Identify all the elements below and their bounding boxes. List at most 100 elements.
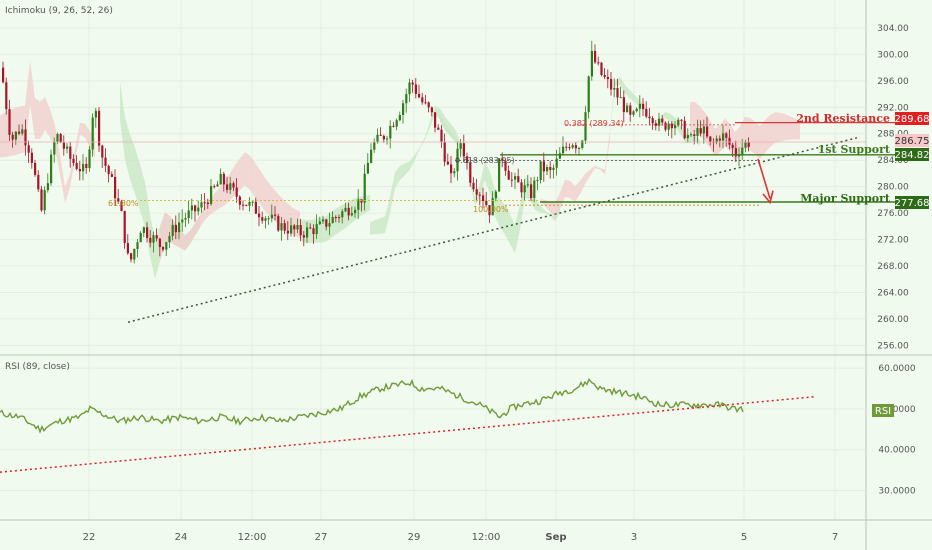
candle-body bbox=[574, 145, 577, 149]
candle-body bbox=[200, 202, 203, 208]
candle-body bbox=[619, 97, 622, 99]
candle-body bbox=[331, 217, 334, 224]
candle-body bbox=[325, 219, 328, 227]
candle-body bbox=[328, 223, 331, 227]
candle-body bbox=[267, 218, 270, 220]
candle-body bbox=[709, 136, 712, 142]
time-tick-label: 24 bbox=[175, 532, 188, 543]
candle-body bbox=[718, 138, 721, 141]
cloud-segment bbox=[160, 151, 300, 262]
candle-body bbox=[414, 84, 417, 94]
candle-body bbox=[50, 154, 53, 184]
candle-body bbox=[293, 225, 296, 230]
candle-body bbox=[494, 191, 497, 199]
price-tick-label: 256.00 bbox=[877, 341, 909, 351]
candle-body bbox=[290, 225, 293, 234]
candle-body bbox=[315, 224, 318, 235]
candle-body bbox=[117, 198, 120, 202]
candle-body bbox=[466, 156, 469, 163]
candle-body bbox=[238, 196, 241, 205]
candle-body bbox=[277, 215, 280, 231]
candle-body bbox=[283, 223, 286, 231]
candle-body bbox=[571, 145, 574, 148]
rsi-tick-label: 40.0000 bbox=[878, 446, 915, 456]
candle-body bbox=[482, 195, 485, 202]
candle-body bbox=[462, 143, 465, 157]
candle-body bbox=[690, 134, 693, 136]
cloud-segment bbox=[690, 101, 800, 161]
candle-body bbox=[722, 133, 725, 141]
candle-body bbox=[251, 201, 254, 203]
candle-body bbox=[242, 204, 245, 206]
candle-body bbox=[459, 143, 462, 149]
candle-body bbox=[654, 123, 657, 126]
candlestick-series bbox=[2, 40, 750, 264]
candle-body bbox=[616, 88, 619, 98]
candle-body bbox=[18, 131, 21, 134]
candle-body bbox=[94, 110, 97, 118]
candle-body bbox=[357, 199, 360, 210]
resistance2-price-tag bbox=[895, 112, 929, 125]
rsi-label[interactable]: RSI (89, close) bbox=[5, 362, 70, 372]
ichimoku-label[interactable]: Ichimoku (9, 26, 52, 26) bbox=[5, 6, 113, 16]
candle-body bbox=[174, 224, 177, 233]
candle-body bbox=[565, 146, 568, 148]
candle-body bbox=[149, 237, 152, 243]
candle-body bbox=[270, 214, 273, 219]
rsi-axis[interactable]: 60.0000 50.0000 40.0000 30.0000 bbox=[878, 364, 915, 496]
time-tick-label: 27 bbox=[315, 532, 328, 543]
candle-body bbox=[24, 129, 27, 146]
candle-body bbox=[395, 120, 398, 127]
candle-body bbox=[165, 242, 168, 250]
resistance2-price: 289.68 bbox=[895, 114, 930, 125]
major-support-price-tag bbox=[895, 196, 929, 209]
candle-body bbox=[155, 235, 158, 239]
time-axis[interactable]: 22 24 12:00 27 29 12:00 Sep 3 5 7 bbox=[83, 532, 839, 543]
price-tick-label: 304.00 bbox=[877, 24, 909, 34]
candle-body bbox=[142, 227, 145, 233]
candle-body bbox=[386, 138, 389, 140]
candle-body bbox=[43, 190, 46, 211]
candle-body bbox=[530, 184, 533, 198]
candle-body bbox=[194, 205, 197, 212]
candle-body bbox=[488, 205, 491, 216]
candle-body bbox=[376, 134, 379, 143]
candle-body bbox=[322, 219, 325, 222]
candle-body bbox=[472, 182, 475, 190]
rsi-trendline bbox=[0, 395, 816, 473]
time-tick-label: Sep bbox=[545, 532, 566, 543]
current-price: 286.75 bbox=[895, 136, 930, 147]
candle-body bbox=[731, 144, 734, 149]
candle-body bbox=[424, 102, 427, 104]
candle-body bbox=[171, 224, 174, 236]
candle-body bbox=[146, 227, 149, 238]
candle-body bbox=[632, 111, 635, 115]
candle-body bbox=[507, 170, 510, 180]
candle-body bbox=[434, 112, 437, 128]
candle-body bbox=[75, 163, 78, 169]
candle-body bbox=[747, 142, 750, 148]
candle-body bbox=[363, 173, 366, 203]
candle-body bbox=[133, 248, 136, 260]
price-axis[interactable]: 304.00 300.00 296.00 292.00 288.00 284.00 280.… bbox=[877, 24, 909, 351]
candle-body bbox=[350, 213, 353, 216]
rsi-tag-text: RSI bbox=[875, 406, 891, 417]
candle-body bbox=[603, 74, 606, 77]
candle-body bbox=[98, 110, 101, 146]
candle-body bbox=[56, 133, 59, 142]
candle-body bbox=[542, 161, 545, 172]
candle-body bbox=[5, 82, 8, 110]
candle-body bbox=[190, 205, 193, 211]
candle-body bbox=[37, 174, 40, 190]
candle-body bbox=[181, 219, 184, 223]
candle-body bbox=[203, 202, 206, 204]
candle-body bbox=[21, 129, 24, 134]
overlays bbox=[0, 122, 895, 323]
candle-body bbox=[280, 223, 283, 231]
candle-body bbox=[235, 187, 238, 197]
candle-body bbox=[594, 51, 597, 63]
current-price-tag bbox=[895, 134, 929, 147]
candle-body bbox=[651, 118, 654, 124]
candle-body bbox=[34, 162, 37, 175]
